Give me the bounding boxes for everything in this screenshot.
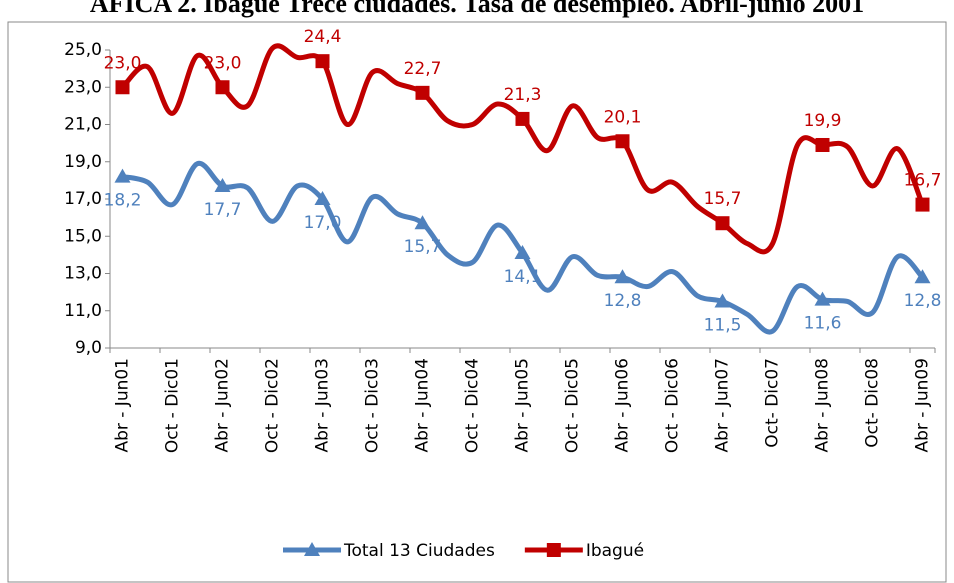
data-point bbox=[914, 269, 931, 284]
data-label: 17,0 bbox=[304, 213, 342, 233]
x-tick-label: Oct - Dic04 bbox=[463, 358, 483, 453]
legend-label: Ibagué bbox=[586, 541, 644, 561]
x-tick-label: Abr - Jun01 bbox=[113, 358, 133, 453]
data-label: 12,8 bbox=[904, 291, 942, 311]
data-point bbox=[715, 216, 730, 231]
data-point bbox=[415, 85, 430, 100]
data-point bbox=[414, 215, 431, 230]
data-label: 23,0 bbox=[204, 53, 242, 73]
x-tick-label: Abr - Jun09 bbox=[913, 358, 933, 453]
data-label: 18,2 bbox=[104, 191, 142, 211]
data-label: 14,1 bbox=[504, 267, 542, 287]
x-tick-label: Abr - Jun06 bbox=[613, 358, 633, 453]
data-label: 16,7 bbox=[904, 171, 942, 191]
legend-label: Total 13 Ciudades bbox=[343, 541, 495, 561]
data-label: 11,5 bbox=[704, 315, 742, 335]
y-tick-label: 15,0 bbox=[64, 226, 102, 246]
data-label: 23,0 bbox=[104, 53, 142, 73]
x-tick-label: Oct - Dic05 bbox=[563, 358, 583, 453]
data-label: 19,9 bbox=[804, 111, 842, 131]
data-point bbox=[514, 245, 531, 260]
x-tick-label: Oct - Dic01 bbox=[163, 358, 183, 453]
data-label: 21,3 bbox=[504, 85, 542, 105]
legend-marker bbox=[304, 542, 320, 556]
data-point bbox=[215, 80, 230, 95]
data-label: 15,7 bbox=[704, 189, 742, 209]
data-point bbox=[915, 197, 930, 212]
x-tick-label: Abr - Jun05 bbox=[513, 358, 533, 453]
x-tick-label: Abr - Jun04 bbox=[413, 358, 433, 453]
data-point bbox=[815, 137, 830, 152]
data-point bbox=[214, 177, 231, 192]
data-point bbox=[614, 269, 631, 284]
x-tick-label: Abr - Jun08 bbox=[813, 358, 833, 453]
x-tick-label: Oct - Dic06 bbox=[663, 358, 683, 453]
y-tick-label: 25,0 bbox=[64, 40, 102, 60]
data-label: 22,7 bbox=[404, 59, 442, 79]
data-point bbox=[714, 293, 731, 308]
y-tick-label: 9,0 bbox=[75, 338, 102, 358]
x-tick-label: Oct- Dic07 bbox=[763, 358, 783, 448]
y-tick-label: 13,0 bbox=[64, 264, 102, 284]
chart-border bbox=[7, 21, 947, 583]
x-tick-label: Abr - Jun03 bbox=[313, 358, 333, 453]
y-tick-label: 11,0 bbox=[64, 301, 102, 321]
data-point bbox=[814, 291, 831, 306]
x-tick-label: Abr - Jun07 bbox=[713, 358, 733, 453]
y-tick-label: 23,0 bbox=[64, 77, 102, 97]
data-point bbox=[115, 80, 130, 95]
x-tick-label: Oct - Dic02 bbox=[263, 358, 283, 453]
data-point bbox=[315, 54, 330, 69]
x-tick-label: Oct - Dic03 bbox=[363, 358, 383, 453]
data-label: 24,4 bbox=[304, 27, 342, 47]
data-label: 15,7 bbox=[404, 237, 442, 257]
data-point bbox=[615, 134, 630, 149]
data-label: 20,1 bbox=[604, 107, 642, 127]
data-point bbox=[114, 168, 131, 183]
data-label: 12,8 bbox=[604, 291, 642, 311]
data-point bbox=[515, 111, 530, 126]
x-tick-label: Oct- Dic08 bbox=[863, 358, 883, 448]
data-point bbox=[314, 191, 331, 205]
x-tick-label: Abr - Jun02 bbox=[213, 358, 233, 453]
y-tick-label: 19,0 bbox=[64, 152, 102, 172]
data-label: 11,6 bbox=[804, 314, 842, 334]
y-tick-label: 17,0 bbox=[64, 189, 102, 209]
data-label: 17,7 bbox=[204, 200, 242, 220]
chart-title: AFICA 2. Ibagué Trece ciudades. Tasa de … bbox=[90, 0, 864, 18]
y-tick-label: 21,0 bbox=[64, 115, 102, 135]
legend-marker bbox=[546, 543, 561, 557]
